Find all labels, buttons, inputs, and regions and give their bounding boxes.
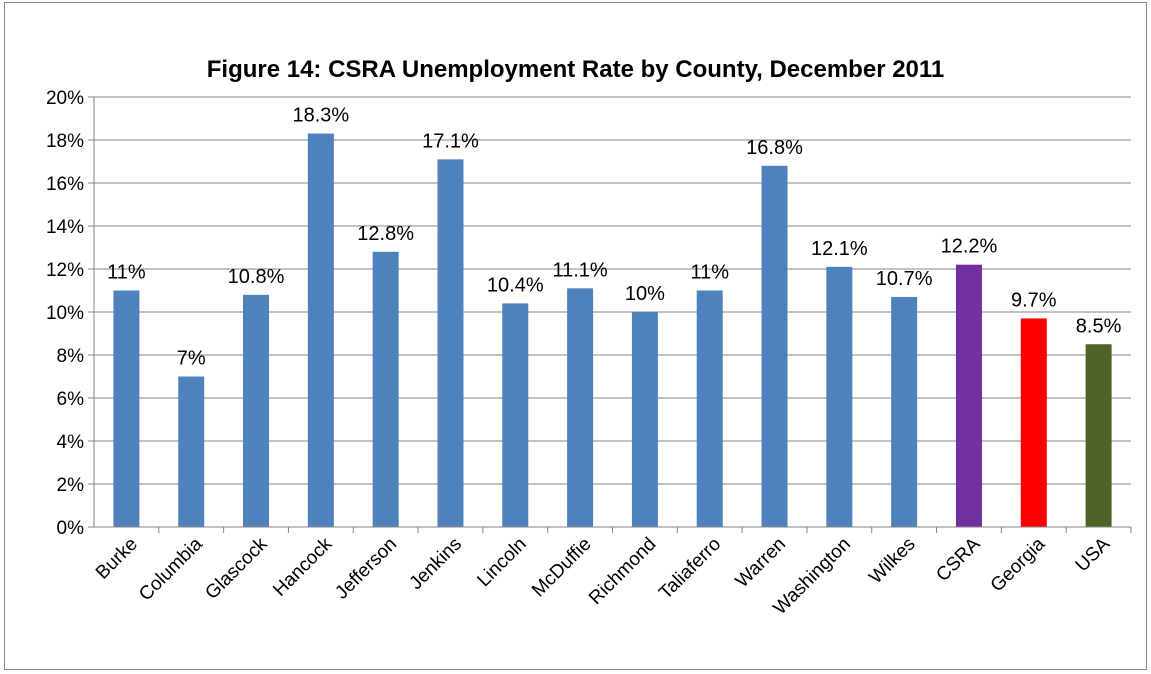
bars xyxy=(113,133,1112,528)
chart-title: Figure 14: CSRA Unemployment Rate by Cou… xyxy=(206,56,945,83)
x-category-label: Taliaferro xyxy=(655,534,725,604)
data-label: 12.1% xyxy=(811,238,868,260)
bar xyxy=(307,133,334,528)
x-category-label: McDuffie xyxy=(528,534,596,602)
x-category-label: Georgia xyxy=(987,533,1050,596)
data-label: 11% xyxy=(107,262,146,284)
bar xyxy=(1020,318,1047,527)
data-label: 10% xyxy=(625,283,665,305)
x-category-label: Lincoln xyxy=(473,534,530,591)
y-tick-label: 6% xyxy=(57,389,85,410)
data-label: 9.7% xyxy=(1011,289,1057,311)
bar xyxy=(826,266,853,527)
y-tick-label: 20% xyxy=(46,88,84,109)
x-category-label: Warren xyxy=(732,534,790,592)
bar xyxy=(437,159,464,527)
data-label: 7% xyxy=(177,348,206,370)
y-tick-label: 14% xyxy=(46,217,84,238)
y-tick-label: 2% xyxy=(57,475,85,496)
x-category-label: Jenkins xyxy=(406,534,466,594)
y-tick-label: 10% xyxy=(46,303,84,324)
x-category-label: CSRA xyxy=(932,533,984,585)
x-category-label: Columbia xyxy=(135,533,207,605)
y-tick-label: 16% xyxy=(46,174,84,195)
x-category-label: USA xyxy=(1072,533,1115,576)
bar xyxy=(761,165,788,528)
data-label: 10.8% xyxy=(228,266,285,288)
y-tick-label: 0% xyxy=(57,518,85,539)
y-tick-label: 18% xyxy=(46,131,84,152)
bar xyxy=(178,376,205,527)
bar xyxy=(372,251,399,528)
x-category-label: Richmond xyxy=(585,534,660,609)
y-tick-label: 12% xyxy=(46,260,84,281)
bar xyxy=(631,312,658,527)
y-tick-label: 8% xyxy=(57,346,85,367)
data-labels: 11% 7% 10.8% 18.3% 12.8% 17.1% 10.4% 11.1% 10% 11… xyxy=(107,105,1121,370)
bar xyxy=(955,264,982,527)
x-category-label: Burke xyxy=(92,534,142,584)
data-label: 18.3% xyxy=(292,105,349,127)
data-label: 11.1% xyxy=(552,259,607,281)
x-category-label: Glascock xyxy=(201,533,271,603)
y-axis-ticks: 0% 2% 4% 6% 8% 10% 12% 14% 16% 18% 20% xyxy=(46,88,94,539)
bar xyxy=(696,290,723,527)
data-label: 12.2% xyxy=(941,236,998,258)
bar xyxy=(502,303,529,527)
bar xyxy=(891,296,918,527)
bar xyxy=(1085,344,1112,527)
data-label: 10.7% xyxy=(876,268,933,290)
data-label: 8.5% xyxy=(1076,315,1122,337)
bar xyxy=(243,294,270,527)
data-label: 11% xyxy=(690,262,729,284)
data-label: 16.8% xyxy=(746,137,803,159)
data-label: 17.1% xyxy=(422,130,479,152)
y-tick-label: 4% xyxy=(57,432,85,453)
bar xyxy=(113,290,140,527)
data-label: 12.8% xyxy=(357,223,414,245)
bar xyxy=(567,288,594,527)
x-category-label: Jefferson xyxy=(331,534,401,604)
x-category-label: Wilkes xyxy=(865,534,919,588)
data-label: 10.4% xyxy=(487,274,544,296)
x-category-label: Hancock xyxy=(269,533,336,600)
